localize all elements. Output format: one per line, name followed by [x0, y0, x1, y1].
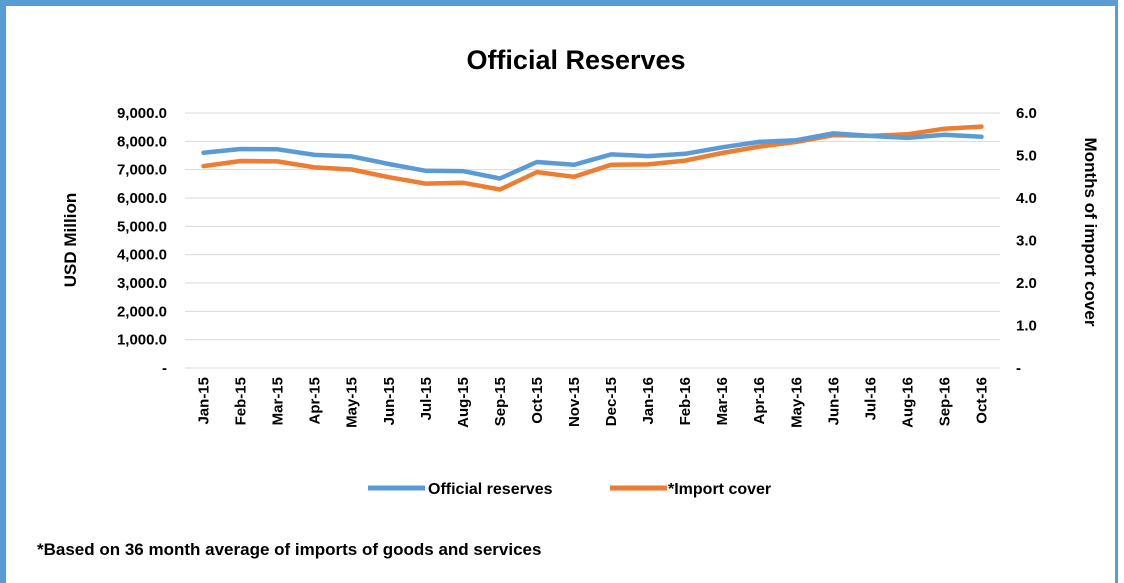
legend: Official reserves *Import cover [368, 481, 771, 498]
y-tick-label: 8,000.0 [117, 133, 167, 150]
y-tick-label: 7,000.0 [117, 162, 167, 179]
legend-label-official-reserves: Official reserves [428, 481, 553, 498]
x-tick-label: Aug-16 [899, 377, 916, 428]
x-tick-label: Mar-16 [714, 377, 731, 425]
footnote: *Based on 36 month average of imports of… [37, 540, 542, 559]
x-tick-label: Sep-15 [492, 377, 509, 426]
x-tick-label: Oct-16 [973, 377, 990, 424]
y-tick-label: - [162, 360, 167, 377]
series-line-official-reserves [201, 131, 984, 181]
x-tick-label: Apr-16 [751, 377, 768, 425]
y-tick-label: 4,000.0 [117, 247, 167, 264]
y-tick-label: 3,000.0 [117, 275, 167, 292]
y2-tick-label: 1.0 [1016, 318, 1037, 335]
chart-title: Official Reserves [466, 45, 685, 75]
y-axis-title: USD Million [61, 193, 80, 287]
y-tick-label: 1,000.0 [117, 332, 167, 349]
y2-axis-title: Months of import cover [1081, 138, 1100, 327]
x-tick-label: Oct-15 [529, 377, 546, 424]
y2-tick-label: 2.0 [1016, 275, 1037, 292]
x-tick-label: Sep-16 [936, 377, 953, 426]
x-tick-label: Mar-15 [270, 377, 287, 425]
x-tick-label: Jun-16 [825, 377, 842, 425]
x-tick-label: Jul-16 [862, 377, 879, 420]
y2-tick-label: 4.0 [1016, 190, 1037, 207]
axis-ticks: - 1,000.0 2,000.0 3,000.0 4,000.0 5,000.0 6,00… [117, 105, 1037, 428]
y2-tick-label: 6.0 [1016, 105, 1037, 122]
y2-tick-label: 5.0 [1016, 148, 1037, 165]
x-tick-label: May-16 [788, 377, 805, 428]
x-tick-label: May-15 [344, 377, 361, 428]
y-tick-label: 6,000.0 [117, 190, 167, 207]
x-tick-label: Feb-15 [233, 377, 250, 425]
series-lines [201, 124, 984, 192]
grid-lines [185, 112, 1000, 369]
x-tick-label: Apr-15 [307, 377, 324, 425]
x-tick-label: Jun-15 [381, 377, 398, 425]
x-tick-label: Nov-15 [566, 377, 583, 427]
x-tick-label: Jul-15 [418, 377, 435, 420]
y-tick-label: 9,000.0 [117, 105, 167, 122]
y-tick-label: 5,000.0 [117, 218, 167, 235]
y2-tick-label: - [1016, 360, 1021, 377]
x-tick-label: Jan-15 [196, 377, 213, 425]
legend-label-import-cover: *Import cover [668, 481, 771, 498]
x-tick-label: Dec-15 [603, 377, 620, 426]
x-tick-label: Feb-16 [677, 377, 694, 425]
x-tick-label: Jan-16 [640, 377, 657, 425]
y2-tick-label: 3.0 [1016, 233, 1037, 250]
x-tick-label: Aug-15 [455, 377, 472, 428]
y-tick-label: 2,000.0 [117, 303, 167, 320]
